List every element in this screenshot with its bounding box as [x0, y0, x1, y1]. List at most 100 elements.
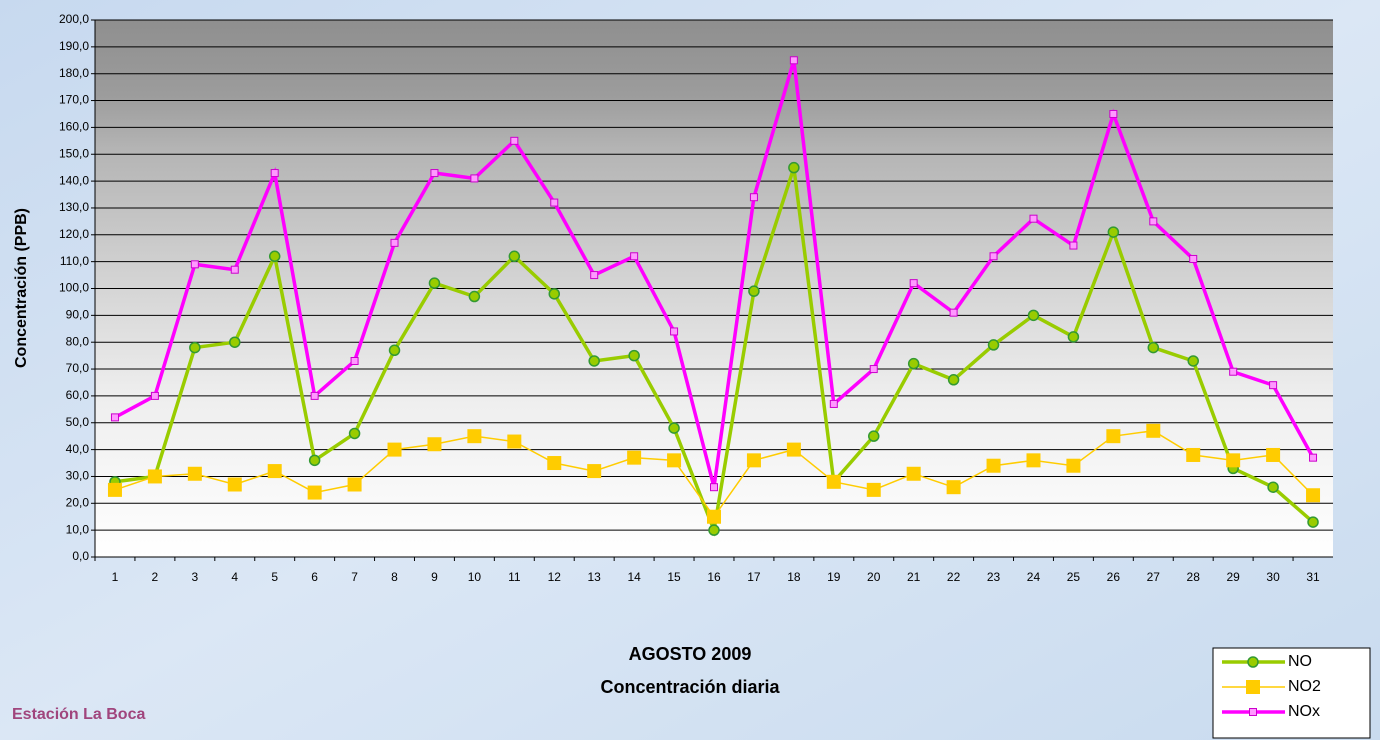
y-tick-label: 190,0: [59, 39, 89, 53]
x-tick-label: 13: [588, 570, 602, 584]
data-point: [746, 453, 761, 468]
data-point: [786, 442, 801, 457]
y-tick-label: 120,0: [59, 227, 89, 241]
data-point: [749, 193, 758, 202]
data-point: [1027, 309, 1040, 322]
data-point: [307, 485, 322, 500]
x-tick-label: 8: [391, 570, 398, 584]
data-point: [390, 238, 399, 247]
data-point: [427, 437, 442, 452]
data-point: [789, 56, 798, 65]
y-tick-label: 90,0: [66, 308, 90, 322]
legend-label: NOx: [1288, 703, 1320, 720]
x-tick-label: 29: [1226, 570, 1240, 584]
data-point: [1109, 109, 1118, 118]
y-tick-label: 180,0: [59, 66, 89, 80]
data-point: [590, 271, 599, 280]
data-point: [710, 483, 718, 492]
x-tick-label: 10: [468, 570, 482, 584]
data-point: [1267, 481, 1279, 493]
data-point: [350, 356, 359, 365]
y-tick-label: 50,0: [66, 415, 90, 429]
y-tick-label: 170,0: [59, 93, 89, 107]
data-point: [428, 277, 441, 289]
y-tick-label: 40,0: [66, 442, 90, 456]
data-point: [1187, 355, 1199, 367]
data-point: [1107, 226, 1120, 238]
data-point: [227, 477, 242, 492]
data-point: [187, 466, 202, 481]
y-tick-label: 200,0: [59, 12, 89, 26]
y-tick-label: 0,0: [72, 549, 89, 563]
data-point: [670, 327, 679, 336]
data-point: [829, 399, 838, 408]
x-tick-label: 6: [311, 570, 318, 584]
data-point: [1306, 488, 1321, 503]
data-point: [147, 469, 162, 484]
legend-label: NO2: [1288, 678, 1321, 695]
x-tick-label: 19: [827, 570, 841, 584]
data-point: [1149, 217, 1158, 226]
x-tick-label: 31: [1306, 570, 1320, 584]
data-point: [1067, 331, 1080, 343]
data-point: [388, 344, 401, 357]
data-point: [508, 250, 521, 263]
chart-subtitle: Concentración diaria: [600, 677, 780, 697]
x-tick-label: 27: [1147, 570, 1161, 584]
data-point: [510, 136, 519, 145]
x-tick-label: 9: [431, 570, 438, 584]
x-tick-label: 30: [1266, 570, 1280, 584]
y-tick-label: 10,0: [66, 522, 90, 536]
data-point: [308, 454, 321, 467]
data-point: [268, 250, 281, 263]
x-tick-label: 18: [787, 570, 801, 584]
x-tick-label: 16: [707, 570, 721, 584]
data-point: [867, 430, 880, 442]
data-point: [229, 336, 241, 348]
data-point: [748, 285, 760, 297]
x-tick-label: 24: [1027, 570, 1041, 584]
x-tick-label: 17: [747, 570, 761, 584]
y-axis-label: Concentración (PPB): [13, 208, 30, 368]
footer: Estación La Boca: [12, 706, 145, 723]
data-point: [468, 290, 481, 303]
data-point: [1026, 453, 1041, 468]
data-point: [470, 174, 479, 183]
data-point: [1066, 458, 1081, 473]
data-point: [1309, 453, 1318, 462]
data-point: [1146, 423, 1161, 438]
data-point: [548, 288, 561, 300]
data-point: [1269, 381, 1278, 390]
data-point: [347, 477, 362, 492]
data-point: [507, 434, 522, 449]
data-point: [190, 260, 199, 269]
y-tick-label: 20,0: [66, 495, 90, 509]
legend-marker: [1247, 656, 1259, 668]
x-tick-label: 20: [867, 570, 881, 584]
legend-marker: [1249, 708, 1257, 716]
x-tick-label: 12: [548, 570, 562, 584]
y-tick-label: 70,0: [66, 361, 90, 375]
data-point: [430, 169, 439, 178]
data-point: [1029, 214, 1038, 223]
data-point: [107, 482, 122, 497]
data-point: [150, 391, 159, 400]
data-point: [310, 391, 319, 400]
data-point: [1189, 254, 1198, 263]
data-point: [869, 365, 878, 374]
x-tick-label: 22: [947, 570, 961, 584]
x-tick-label: 11: [508, 570, 521, 584]
data-point: [986, 458, 1001, 473]
x-tick-label: 5: [271, 570, 278, 584]
data-point: [628, 349, 640, 362]
x-tick-label: 26: [1107, 570, 1121, 584]
data-point: [1229, 367, 1238, 376]
data-point: [989, 252, 998, 261]
x-tick-label: 23: [987, 570, 1001, 584]
data-point: [1147, 341, 1160, 354]
data-point: [189, 341, 201, 354]
data-point: [627, 450, 642, 465]
y-tick-label: 110,0: [60, 254, 89, 268]
legend-label: NO: [1288, 653, 1312, 670]
